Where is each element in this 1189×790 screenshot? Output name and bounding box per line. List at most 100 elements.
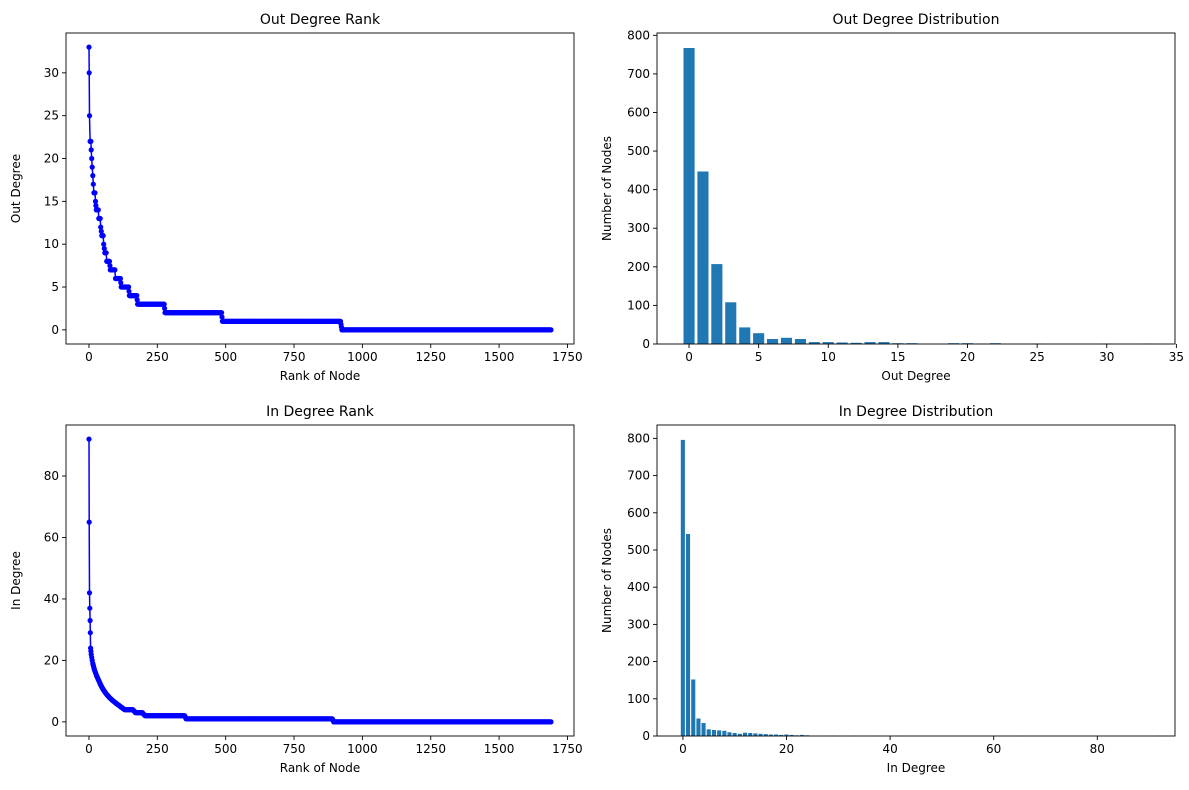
x-axis-label: In Degree — [887, 761, 946, 775]
data-point — [117, 275, 123, 282]
y-tick-label: 0 — [51, 323, 59, 337]
data-point — [95, 207, 101, 213]
bar — [697, 171, 709, 344]
data-point — [87, 630, 93, 636]
y-tick-label: 400 — [627, 183, 650, 197]
y-axis-ticks: 0 20 40 60 80 — [44, 469, 66, 729]
bar — [780, 337, 792, 344]
x-axis-label: Out Degree — [881, 369, 950, 383]
data-point — [126, 288, 132, 294]
data-point — [107, 263, 113, 269]
y-tick-label: 20 — [44, 653, 59, 667]
y-tick-label: 20 — [44, 152, 59, 166]
y-axis-label: Number of Nodes — [600, 528, 614, 633]
y-axis-ticks: 0 100 200 300 400 500 600 700 800 — [627, 28, 657, 351]
data-point — [88, 138, 94, 144]
bar — [768, 734, 773, 736]
y-tick-label: 10 — [44, 237, 59, 251]
plot-area — [683, 48, 1155, 345]
y-axis-ticks: 0 100 200 300 400 500 600 700 800 — [627, 431, 657, 743]
data-point — [87, 617, 93, 624]
data-point — [103, 250, 109, 256]
data-point — [161, 301, 167, 307]
x-axis-ticks: 0 250 500 750 1000 1250 1500 1750 — [85, 344, 583, 364]
x-tick-label: 10 — [821, 350, 836, 364]
x-tick-label: 35 — [1169, 350, 1184, 364]
bar — [727, 732, 732, 736]
chart-title: Out Degree Rank — [260, 12, 381, 28]
x-tick-label: 750 — [283, 742, 306, 756]
x-tick-label: 500 — [214, 742, 237, 756]
x-tick-label: 750 — [283, 350, 306, 364]
plot-area — [86, 44, 554, 333]
bar — [779, 734, 784, 736]
axes-frame — [65, 32, 575, 345]
data-point — [92, 198, 99, 204]
y-tick-label: 300 — [627, 617, 650, 631]
y-tick-label: 400 — [627, 580, 650, 594]
data-point — [87, 605, 93, 611]
bar — [696, 718, 701, 736]
bar — [680, 439, 685, 736]
data-point — [101, 245, 107, 252]
y-tick-label: 300 — [627, 221, 650, 235]
bar — [717, 730, 722, 736]
data-point — [134, 297, 140, 303]
x-tick-label: 1250 — [415, 742, 446, 756]
data-point — [134, 293, 140, 299]
bar — [711, 264, 723, 344]
x-tick-label: 60 — [986, 742, 1001, 756]
y-tick-label: 80 — [44, 469, 59, 483]
x-tick-label: 250 — [146, 742, 169, 756]
data-point — [86, 113, 93, 119]
chart-in-degree-rank: 0 250 500 750 1000 1250 1500 1750 0 20 40 60 80 In … — [9, 404, 583, 775]
chart-title: In Degree Distribution — [839, 404, 994, 420]
x-tick-label: 20 — [960, 350, 975, 364]
x-tick-label: 40 — [882, 742, 897, 756]
bar — [701, 723, 706, 736]
data-point — [219, 310, 225, 316]
data-point — [100, 233, 106, 239]
bar — [737, 733, 742, 736]
plot-area — [680, 439, 1162, 737]
y-tick-label: 0 — [642, 729, 650, 743]
x-tick-label: 250 — [146, 350, 169, 364]
bar — [758, 733, 763, 736]
bar — [774, 734, 779, 736]
bar — [800, 734, 805, 736]
x-tick-label: 1750 — [552, 742, 583, 756]
y-tick-label: 600 — [627, 506, 650, 520]
bar — [722, 730, 727, 736]
y-tick-label: 800 — [627, 28, 650, 42]
y-axis-label: Out Degree — [9, 154, 23, 223]
x-tick-label: 0 — [685, 350, 693, 364]
data-point — [89, 164, 95, 170]
axes-frame — [656, 424, 1176, 737]
chart-out-degree-rank: 0 250 500 750 1000 1250 1500 1750 051015202530 … — [9, 12, 583, 383]
bar — [789, 734, 794, 736]
x-tick-label: 0 — [679, 742, 687, 756]
x-tick-label: 30 — [1099, 350, 1114, 364]
x-tick-label: 80 — [1090, 742, 1105, 756]
bar — [686, 534, 691, 736]
x-tick-label: 0 — [85, 742, 93, 756]
bar — [822, 342, 834, 344]
bar — [784, 734, 789, 736]
data-point — [89, 155, 95, 162]
data-point — [548, 719, 554, 725]
x-tick-label: 1500 — [484, 742, 515, 756]
bar — [725, 302, 737, 344]
bar — [850, 342, 862, 344]
x-tick-label: 1250 — [415, 350, 446, 364]
y-axis-label: Number of Nodes — [600, 136, 614, 241]
y-tick-label: 600 — [627, 105, 650, 119]
data-point — [97, 215, 103, 222]
y-tick-label: 60 — [44, 530, 59, 544]
axes-frame — [656, 32, 1176, 345]
chart-title: In Degree Rank — [266, 404, 375, 420]
data-point — [90, 173, 96, 179]
y-tick-label: 15 — [44, 194, 59, 208]
x-tick-label: 1000 — [347, 350, 378, 364]
chart-title: Out Degree Distribution — [833, 12, 1000, 28]
